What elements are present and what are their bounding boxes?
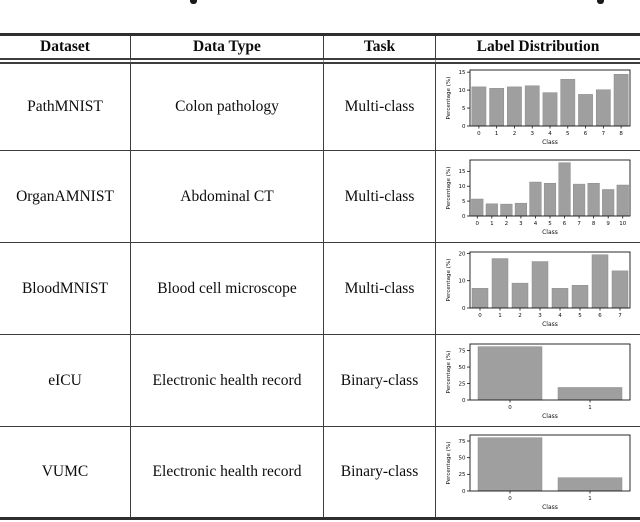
svg-text:75: 75	[459, 348, 466, 354]
svg-text:6: 6	[563, 221, 567, 227]
svg-text:0: 0	[477, 131, 481, 137]
cropped-caption-fragment	[190, 0, 197, 4]
svg-text:Class: Class	[542, 229, 558, 236]
svg-text:5: 5	[566, 131, 570, 137]
svg-text:0: 0	[462, 305, 466, 311]
svg-text:0: 0	[476, 221, 480, 227]
cropped-caption-fragment	[597, 0, 604, 4]
header-label-distribution: Label Distribution	[436, 36, 640, 64]
datatype-cell: Blood cell microscope	[131, 243, 324, 335]
svg-text:4: 4	[534, 221, 538, 227]
svg-text:2: 2	[518, 313, 522, 319]
svg-text:1: 1	[490, 221, 494, 227]
task-cell: Binary-class	[324, 427, 436, 517]
svg-text:6: 6	[598, 313, 602, 319]
svg-text:1: 1	[498, 313, 502, 319]
svg-text:15: 15	[459, 169, 466, 175]
svg-text:9: 9	[606, 221, 610, 227]
svg-text:Class: Class	[542, 413, 558, 420]
svg-text:Percentage (%): Percentage (%)	[446, 77, 452, 120]
chart-cell: 0 5 10 15 0 1 2 3 4 5 6 7 8 Class Percentage (%)	[436, 64, 640, 151]
header-data-type: Data Type	[131, 36, 324, 64]
svg-text:1: 1	[588, 496, 592, 502]
datatype-cell: Colon pathology	[131, 64, 324, 151]
dataset-cell: BloodMNIST	[0, 243, 131, 335]
svg-text:0: 0	[478, 313, 482, 319]
chart-cell: 0 25 50 75 0 1 Class Percentage (%)	[436, 335, 640, 427]
svg-text:8: 8	[592, 221, 596, 227]
datatype-cell: Electronic health record	[131, 427, 324, 517]
svg-text:Class: Class	[542, 321, 558, 328]
task-cell: Binary-class	[324, 335, 436, 427]
label-distribution-chart: 0 5 10 15 0 1 2 3 4 5 6 7 8 Class Percentage (%)	[443, 66, 633, 148]
dataset-cell: PathMNIST	[0, 64, 131, 151]
svg-text:1: 1	[495, 131, 499, 137]
header-dataset: Dataset	[0, 36, 131, 64]
svg-text:0: 0	[462, 489, 466, 495]
dataset-cell: eICU	[0, 335, 131, 427]
svg-text:15: 15	[459, 70, 466, 76]
svg-text:10: 10	[619, 221, 626, 227]
svg-text:50: 50	[459, 456, 466, 462]
svg-text:5: 5	[548, 221, 552, 227]
svg-text:20: 20	[459, 251, 466, 257]
svg-text:0: 0	[462, 124, 466, 130]
task-cell: Multi-class	[324, 64, 436, 151]
svg-text:7: 7	[618, 313, 622, 319]
datasets-table-grid: Dataset Data Type Task Label Distributio…	[0, 36, 640, 517]
svg-text:5: 5	[462, 106, 466, 112]
svg-text:10: 10	[459, 278, 466, 284]
svg-text:1: 1	[588, 405, 592, 411]
datatype-cell: Electronic health record	[131, 335, 324, 427]
label-distribution-chart: 0 25 50 75 0 1 Class Percentage (%)	[443, 431, 633, 513]
svg-text:4: 4	[548, 131, 552, 137]
svg-text:0: 0	[462, 397, 466, 403]
svg-text:50: 50	[459, 364, 466, 370]
svg-text:25: 25	[459, 381, 466, 387]
datasets-table: Dataset Data Type Task Label Distributio…	[0, 33, 640, 520]
svg-text:Class: Class	[542, 139, 558, 146]
dataset-cell: OrganAMNIST	[0, 151, 131, 243]
svg-text:75: 75	[459, 439, 466, 445]
svg-text:Percentage (%): Percentage (%)	[446, 166, 452, 209]
svg-text:Percentage (%): Percentage (%)	[446, 350, 452, 393]
svg-text:10: 10	[459, 88, 466, 94]
svg-text:Percentage (%): Percentage (%)	[446, 442, 452, 485]
task-cell: Multi-class	[324, 151, 436, 243]
label-distribution-chart: 0 5 10 15 0 1 2 3 4 5 6 7 8 9 10 Class Percentage (%)	[443, 156, 633, 238]
svg-text:8: 8	[619, 131, 623, 137]
svg-text:3: 3	[538, 313, 542, 319]
label-distribution-chart: 0 25 50 75 0 1 Class Percentage (%)	[443, 340, 633, 422]
task-cell: Multi-class	[324, 243, 436, 335]
svg-text:7: 7	[577, 221, 581, 227]
svg-text:3: 3	[519, 221, 523, 227]
svg-text:5: 5	[462, 199, 466, 205]
svg-text:0: 0	[508, 405, 512, 411]
header-task: Task	[324, 36, 436, 64]
svg-text:0: 0	[508, 496, 512, 502]
chart-cell: 0 10 20 0 1 2 3 4 5 6 7 Class Percentage (%)	[436, 243, 640, 335]
svg-text:3: 3	[530, 131, 534, 137]
svg-text:2: 2	[513, 131, 517, 137]
svg-text:25: 25	[459, 472, 466, 478]
svg-text:2: 2	[505, 221, 509, 227]
svg-text:0: 0	[462, 213, 466, 219]
svg-text:5: 5	[578, 313, 582, 319]
svg-text:Percentage (%): Percentage (%)	[446, 258, 452, 301]
chart-cell: 0 5 10 15 0 1 2 3 4 5 6 7 8 9 10 Class Percentage (%)	[436, 151, 640, 243]
datatype-cell: Abdominal CT	[131, 151, 324, 243]
chart-cell: 0 25 50 75 0 1 Class Percentage (%)	[436, 427, 640, 517]
svg-text:4: 4	[558, 313, 562, 319]
svg-text:6: 6	[584, 131, 588, 137]
svg-text:10: 10	[459, 184, 466, 190]
dataset-cell: VUMC	[0, 427, 131, 517]
label-distribution-chart: 0 10 20 0 1 2 3 4 5 6 7 Class Percentage (%)	[443, 248, 633, 330]
svg-text:Class: Class	[542, 504, 558, 511]
svg-text:7: 7	[602, 131, 606, 137]
